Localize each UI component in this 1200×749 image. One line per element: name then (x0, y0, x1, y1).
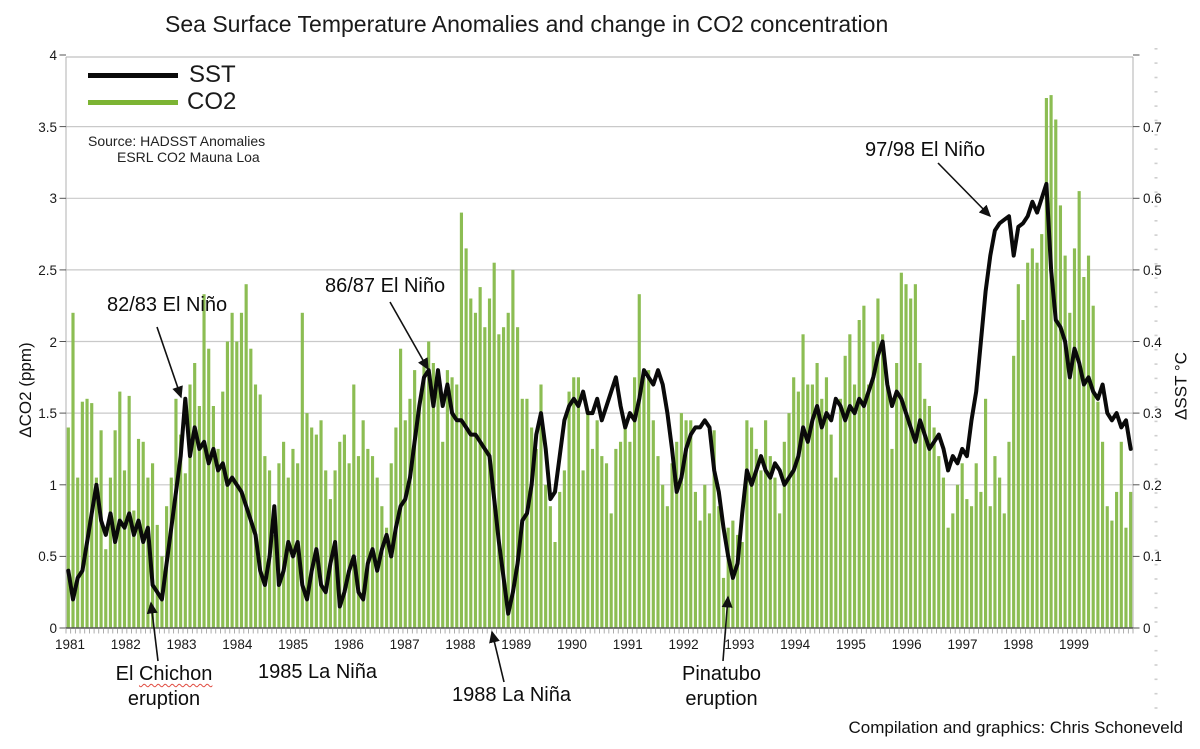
x-axis-year-label: 1983 (166, 637, 197, 652)
sst-legend-label: SST (189, 61, 236, 88)
right-axis-tick-label: 0.6 (1143, 191, 1162, 207)
annotation-elnino-8687: 86/87 El Niño (325, 275, 446, 297)
annotation-la-nina-1988: 1988 La Niña (452, 684, 571, 706)
x-axis-year-label: 1986 (333, 637, 364, 652)
source-note-line2: ESRL CO2 Mauna Loa (117, 149, 260, 165)
x-axis-year-label: 1989 (501, 637, 532, 652)
x-axis-year-label: 1995 (835, 637, 866, 652)
x-axis-year-label: 1993 (724, 637, 755, 652)
x-axis-year-label: 1985 (278, 637, 309, 652)
x-axis-year-label: 1999 (1059, 637, 1090, 652)
right-axis-tick-label: 0.1 (1143, 549, 1162, 565)
co2-legend-label: CO2 (187, 88, 237, 115)
x-axis-year-label: 1996 (891, 637, 922, 652)
annotation-pinatubo: Pinatubo eruption (664, 662, 779, 712)
annotation-pinatubo-line1: Pinatubo (682, 663, 761, 685)
annotation-el-chichon-word2: Chichon (138, 663, 213, 685)
chart-title: Sea Surface Temperature Anomalies and ch… (165, 11, 889, 37)
annotation-elnino-9798: 97/98 El Niño (865, 139, 986, 161)
x-axis-year-label: 1992 (668, 637, 699, 652)
annotation-pinatubo-line2: eruption (685, 688, 758, 710)
left-axis-tick-label: 0.5 (38, 549, 57, 565)
left-axis-tick-label: 0 (49, 621, 57, 636)
left-axis-tick-label: 3.5 (38, 119, 57, 135)
x-axis-year-label: 1990 (556, 637, 588, 652)
source-note-line1: Source: HADSST Anomalies (88, 133, 266, 149)
left-axis-tick-label: 2 (49, 334, 57, 350)
right-axis-tick-label: 0.7 (1143, 119, 1162, 135)
left-axis-tick-label: 3 (49, 191, 57, 207)
x-axis-year-label: 1982 (110, 637, 141, 652)
x-axis-year-label: 1997 (947, 637, 978, 652)
right-y-axis-title: ΔSST °C (1171, 352, 1191, 420)
right-axis-tick-label: 0 (1143, 621, 1151, 636)
right-axis-tick-label: 0.4 (1143, 334, 1162, 350)
annotation-la-nina-1985: 1985 La Niña (258, 661, 377, 683)
x-axis-year-label: 1991 (612, 637, 643, 652)
x-axis-year-label: 1998 (1003, 637, 1034, 652)
annotation-el-chichon-word1: El (115, 663, 134, 685)
x-axis-year-label: 1994 (780, 637, 811, 652)
left-axis-tick-label: 4 (49, 48, 57, 63)
x-axis-year-label: 1981 (54, 637, 86, 652)
annotation-el-chichon: El Chichon eruption (106, 662, 222, 712)
credit-line: Compilation and graphics: Chris Schoneve… (848, 718, 1183, 737)
co2-legend-line (88, 100, 178, 105)
right-axis-tick-label: 0.5 (1143, 262, 1162, 278)
x-axis-year-label: 1984 (222, 637, 253, 652)
annotation-elnino-8283: 82/83 El Niño (107, 294, 228, 316)
x-axis-year-label: 1987 (389, 637, 420, 652)
sst-legend-line (88, 73, 178, 78)
annotation-el-chichon-line2: eruption (127, 688, 201, 710)
left-axis-tick-label: 1 (49, 477, 57, 493)
left-axis-tick-label: 2.5 (38, 262, 57, 278)
right-axis-tick-label: 0.3 (1143, 406, 1162, 422)
x-axis-year-label: 1988 (445, 637, 476, 652)
right-axis-tick-label: 0.2 (1143, 477, 1162, 493)
left-axis-tick-label: 1.5 (38, 406, 57, 422)
